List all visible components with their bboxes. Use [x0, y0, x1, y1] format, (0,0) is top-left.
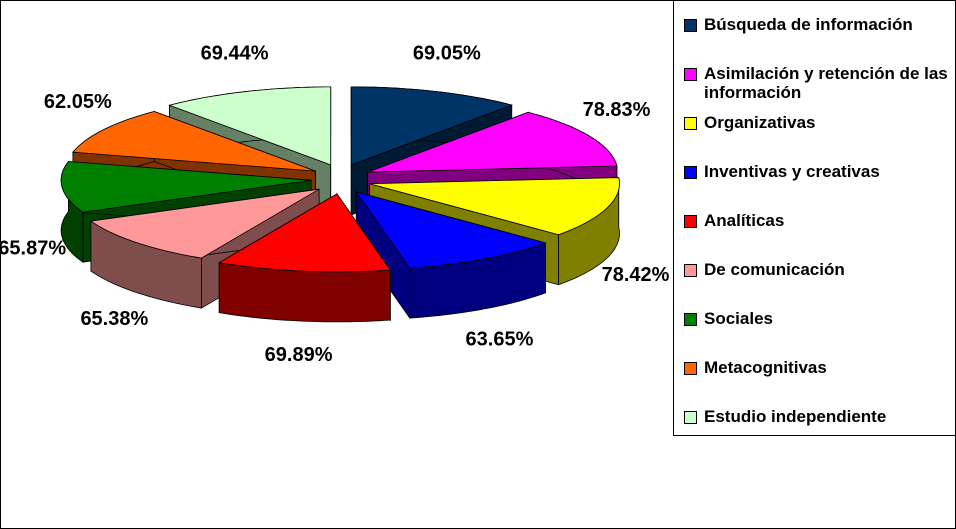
data-label: 69.44%	[201, 42, 269, 64]
legend-label: Organizativas	[704, 113, 816, 132]
legend-item: Asimilación y retención de las informaci…	[684, 64, 951, 113]
slice	[72, 111, 316, 172]
legend-label: De comunicación	[704, 260, 845, 279]
data-label: 62.05%	[44, 91, 112, 113]
legend-item: Búsqueda de información	[684, 15, 951, 64]
legend-item: Analíticas	[684, 211, 951, 260]
slice	[218, 193, 392, 273]
data-label: 78.83%	[583, 99, 651, 121]
legend-label: Sociales	[704, 309, 773, 328]
legend-label: Búsqueda de información	[704, 15, 913, 34]
plot-area: 69.05% 78.83% 78.42% 63.65% 69.89% 65.38% 65.8…	[1, 42, 670, 366]
legend-swatch	[684, 313, 697, 326]
legend-swatch	[684, 68, 697, 81]
legend-label: Inventivas y creativas	[704, 162, 880, 181]
legend-label: Estudio independiente	[704, 407, 887, 426]
legend-label: Metacognitivas	[704, 358, 827, 377]
legend-item: Organizativas	[684, 113, 951, 162]
slice	[367, 111, 618, 173]
legend-swatch	[684, 362, 697, 375]
legend-label: Asimilación y retención de las informaci…	[704, 64, 948, 102]
slice	[355, 191, 547, 269]
slice	[60, 161, 312, 213]
legend-label: Analíticas	[704, 211, 785, 230]
legend-swatch	[684, 166, 697, 179]
legend-item: Inventivas y creativas	[684, 162, 951, 211]
legend-swatch	[684, 411, 697, 424]
slice	[350, 86, 514, 166]
data-label: 65.87%	[1, 238, 66, 260]
legend-swatch	[684, 117, 697, 130]
data-label: 65.38%	[80, 308, 148, 330]
legend: Búsqueda de información Asimilación y ret…	[673, 1, 955, 436]
data-label: 69.05%	[413, 42, 481, 64]
legend-item: Sociales	[684, 309, 951, 358]
legend-swatch	[684, 215, 697, 228]
legend-item: De comunicación	[684, 260, 951, 309]
data-label: 63.65%	[466, 329, 534, 351]
legend-swatch	[684, 264, 697, 277]
data-label: 69.89%	[265, 344, 333, 366]
data-label: 78.42%	[602, 264, 670, 286]
legend-item: Metacognitivas	[684, 358, 951, 407]
legend-item: Estudio independiente	[684, 407, 951, 456]
slice	[89, 188, 320, 259]
slice	[168, 86, 332, 166]
slice	[369, 177, 620, 236]
legend-swatch	[684, 19, 697, 32]
